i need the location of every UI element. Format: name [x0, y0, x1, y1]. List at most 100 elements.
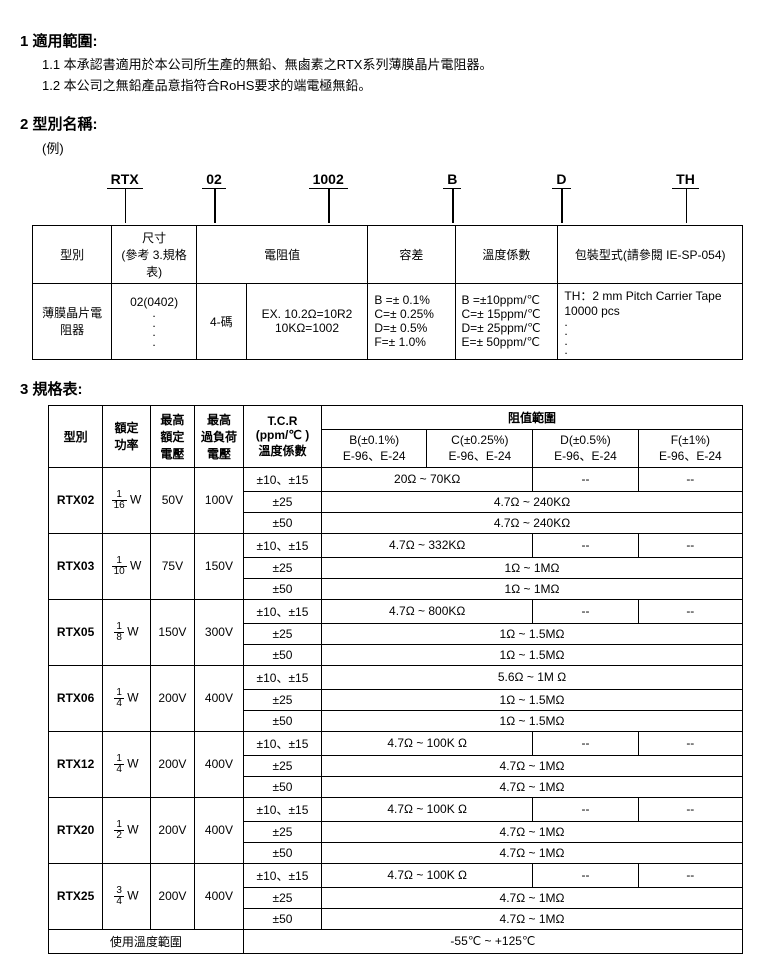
t3-range: 1Ω ~ 1.5MΩ [322, 623, 743, 644]
pn-part: RTX [80, 171, 169, 189]
t3-range: 1Ω ~ 1MΩ [322, 557, 743, 578]
spec-table: 型別額定 功率最高 額定 電壓最高 過負荷 電壓T.C.R (ppm/℃ ) 溫… [48, 405, 743, 954]
t3-range: 4.7Ω ~ 240KΩ [322, 512, 743, 533]
t3-overv: 400V [195, 863, 244, 929]
t3-range: 5.6Ω ~ 1M Ω [322, 665, 743, 689]
t1-cell: 薄膜晶片電阻器 [33, 283, 112, 359]
t3-maxv: 200V [150, 863, 194, 929]
t1-cell: B =± 0.1% C=± 0.25% D=± 0.5% F=± 1.0% [368, 283, 455, 359]
sec1-title: 1 適用範圍: [20, 30, 755, 51]
t3-range: 1Ω ~ 1.5MΩ [322, 710, 743, 731]
t3-range: 1Ω ~ 1MΩ [322, 578, 743, 599]
t3-type: RTX25 [49, 863, 103, 929]
t3-range: 4.7Ω ~ 100K Ω [322, 797, 533, 821]
t3-range: -- [638, 731, 742, 755]
t3-type: RTX03 [49, 533, 103, 599]
pn-value: 02 [202, 171, 226, 189]
t3-tcr: ±50 [243, 512, 321, 533]
pn-part: B [398, 171, 507, 189]
t3-overv: 400V [195, 665, 244, 731]
t3-power: 12 W [103, 797, 151, 863]
t1-header: 包裝型式(請參閱 IE-SP-054) [558, 225, 743, 283]
t3-tcr: ±10、±15 [243, 533, 321, 557]
t3-maxv: 200V [150, 731, 194, 797]
t3-tcr: ±50 [243, 776, 321, 797]
t3-power: 34 W [103, 863, 151, 929]
sec1-line1: 1.1 本承認書適用於本公司所生產的無鉛、無鹵素之RTX系列薄膜晶片電阻器。 [42, 55, 755, 76]
t3-overv: 300V [195, 599, 244, 665]
t3-type: RTX06 [49, 665, 103, 731]
t3-range: -- [533, 863, 638, 887]
t3-range: 4.7Ω ~ 1MΩ [322, 887, 743, 908]
t3-range: 4.7Ω ~ 1MΩ [322, 821, 743, 842]
t3-range: -- [533, 467, 638, 491]
t3-range: -- [638, 533, 742, 557]
pn-value: 1002 [309, 171, 348, 189]
t3-range: 4.7Ω ~ 100K Ω [322, 731, 533, 755]
t3-range: 1Ω ~ 1.5MΩ [322, 644, 743, 665]
pn-value: RTX [107, 171, 143, 189]
t3-range: -- [533, 599, 638, 623]
t3-footer-label: 使用溫度範圍 [49, 929, 244, 953]
sec2-example: (例) [42, 138, 755, 157]
t3-range: 4.7Ω ~ 240KΩ [322, 491, 743, 512]
t3-header: F(±1%) E-96、E-24 [638, 429, 742, 467]
pn-value: B [443, 171, 461, 189]
t3-maxv: 200V [150, 665, 194, 731]
t3-range: 4.7Ω ~ 1MΩ [322, 755, 743, 776]
t3-tcr: ±50 [243, 842, 321, 863]
t3-range: 20Ω ~ 70KΩ [322, 467, 533, 491]
t3-tcr: ±25 [243, 689, 321, 710]
pn-part: TH [616, 171, 755, 189]
t3-range: -- [533, 533, 638, 557]
t3-header: T.C.R (ppm/℃ ) 溫度係數 [243, 405, 321, 467]
t1-header: 電阻值 [197, 225, 368, 283]
pn-part: 1002 [259, 171, 398, 189]
t3-header: 額定 功率 [103, 405, 151, 467]
t1-cell: 4-碼 [197, 283, 247, 359]
pn-value: D [552, 171, 570, 189]
t3-header: 阻值範圍 [322, 405, 743, 429]
t3-overv: 100V [195, 467, 244, 533]
t3-tcr: ±10、±15 [243, 863, 321, 887]
t1-header: 型別 [33, 225, 112, 283]
t3-tcr: ±10、±15 [243, 599, 321, 623]
t3-tcr: ±25 [243, 887, 321, 908]
t3-header: 最高 過負荷 電壓 [195, 405, 244, 467]
t3-tcr: ±25 [243, 623, 321, 644]
t3-tcr: ±25 [243, 821, 321, 842]
t3-power: 18 W [103, 599, 151, 665]
t3-tcr: ±10、±15 [243, 467, 321, 491]
sec2-title: 2 型別名稱: [20, 113, 755, 134]
t3-range: -- [533, 731, 638, 755]
t3-header: D(±0.5%) E-96、E-24 [533, 429, 638, 467]
t3-tcr: ±10、±15 [243, 665, 321, 689]
t3-maxv: 50V [150, 467, 194, 533]
t3-tcr: ±50 [243, 644, 321, 665]
t3-range: 4.7Ω ~ 1MΩ [322, 908, 743, 929]
t1-header: 溫度係數 [455, 225, 558, 283]
sec3-title: 3 規格表: [20, 378, 755, 399]
part-number-row: RTX 02 1002 B D TH [80, 171, 755, 189]
type-naming-table: 型別尺寸 (參考 3.規格表)電阻值容差溫度係數包裝型式(請參閱 IE-SP-0… [32, 225, 743, 360]
t1-cell: 02(0402).... [112, 283, 197, 359]
t3-power: 110 W [103, 533, 151, 599]
t3-range: 4.7Ω ~ 332KΩ [322, 533, 533, 557]
t3-power: 14 W [103, 665, 151, 731]
pn-value: TH [672, 171, 699, 189]
sec1-line2: 1.2 本公司之無鉛產品意指符合RoHS要求的端電極無鉛。 [42, 76, 755, 97]
t3-tcr: ±25 [243, 557, 321, 578]
t3-tcr: ±50 [243, 908, 321, 929]
t3-power: 116 W [103, 467, 151, 533]
pn-part: 02 [169, 171, 258, 189]
t3-tcr: ±10、±15 [243, 797, 321, 821]
t3-footer-value: -55℃ ~ +125℃ [243, 929, 742, 953]
t3-range: 4.7Ω ~ 800KΩ [322, 599, 533, 623]
t3-header: 型別 [49, 405, 103, 467]
t3-header: C(±0.25%) E-96、E-24 [427, 429, 533, 467]
t3-range: -- [638, 797, 742, 821]
t3-range: 4.7Ω ~ 100K Ω [322, 863, 533, 887]
pn-part: D [507, 171, 616, 189]
t3-tcr: ±25 [243, 755, 321, 776]
t1-header: 尺寸 (參考 3.規格表) [112, 225, 197, 283]
